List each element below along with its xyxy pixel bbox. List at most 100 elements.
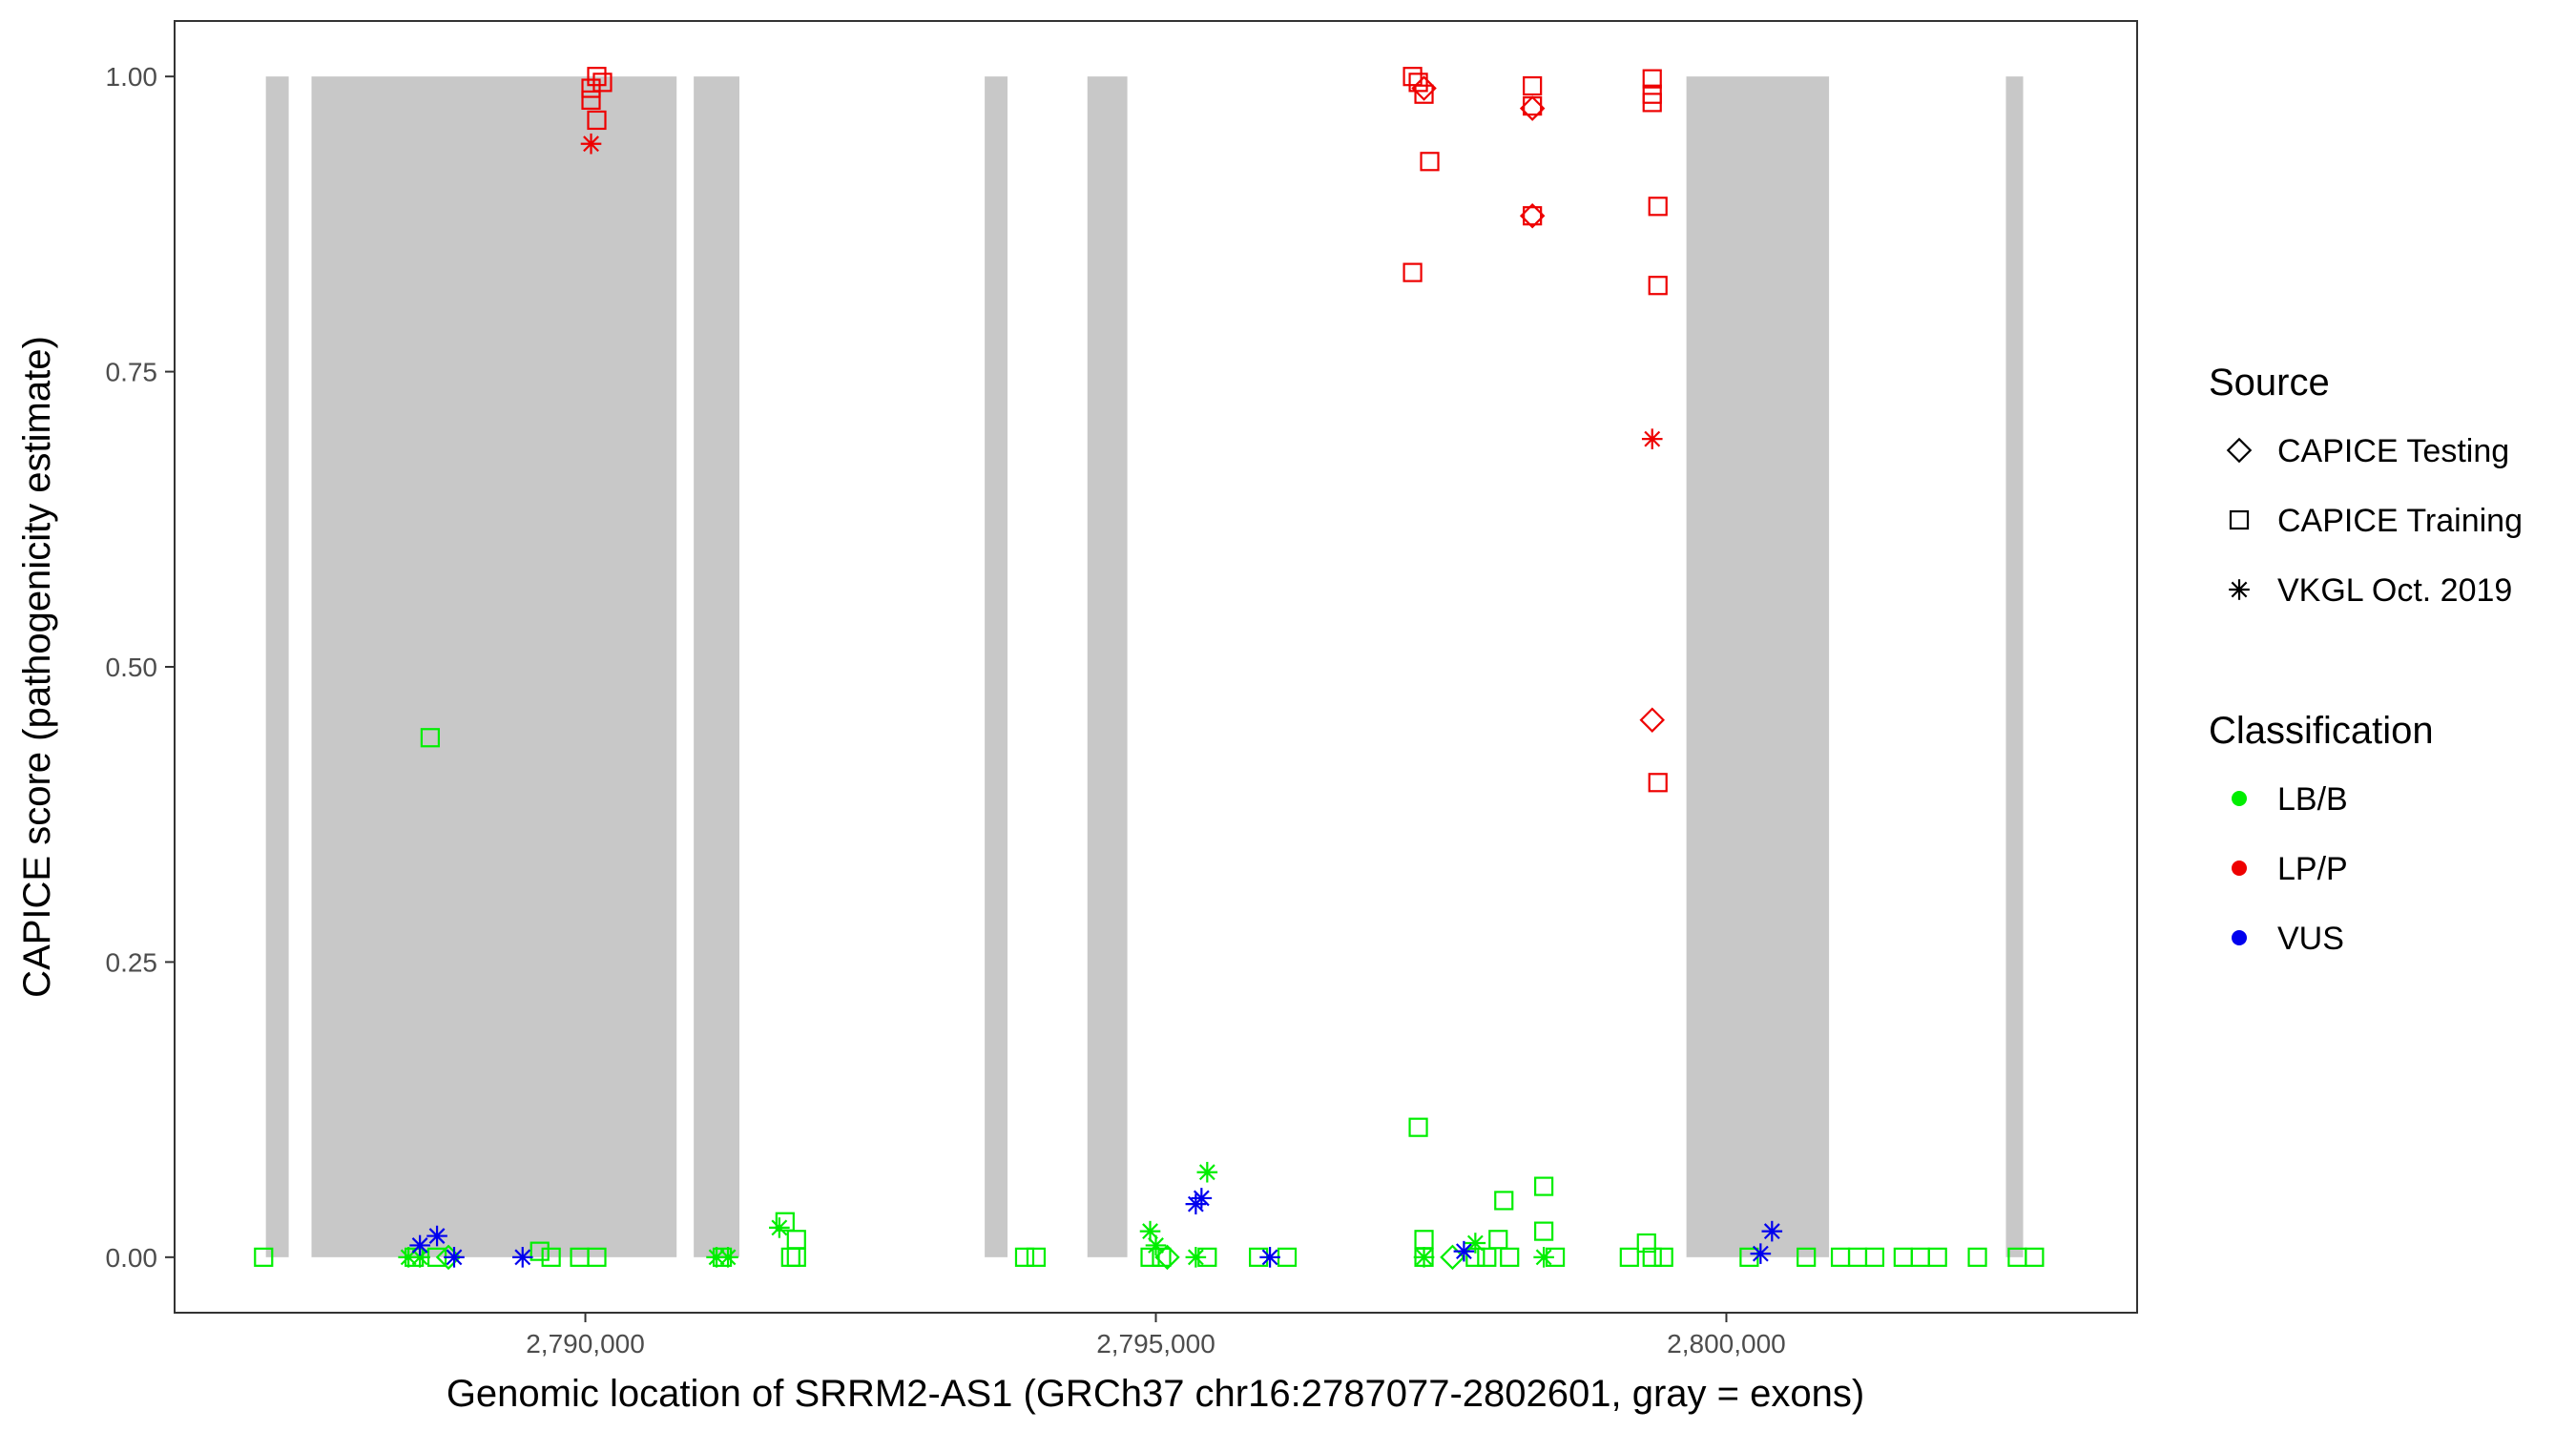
- data-point-asterisk: [1465, 1233, 1486, 1254]
- point-layer: [254, 67, 2045, 1271]
- legend-label: CAPICE Testing: [2277, 433, 2509, 469]
- data-point-diamond: [1154, 1244, 1180, 1271]
- data-point-asterisk: [1185, 1247, 1207, 1268]
- data-point-square: [1653, 1247, 1673, 1267]
- data-point-square: [1488, 1230, 1508, 1250]
- data-point-asterisk: [769, 1217, 790, 1238]
- legend-label: VKGL Oct. 2019: [2277, 572, 2512, 609]
- data-point-square: [1534, 1221, 1554, 1241]
- data-point-square: [2025, 1247, 2045, 1267]
- data-point-square: [1494, 1191, 1514, 1211]
- data-point-diamond: [1440, 1244, 1465, 1271]
- data-point-square: [1152, 1247, 1172, 1267]
- data-point-asterisk: [409, 1234, 430, 1256]
- data-point-diamond: [1519, 95, 1546, 121]
- exon-band: [694, 76, 739, 1257]
- exon-band: [311, 76, 677, 1257]
- data-point-square: [1534, 1176, 1554, 1196]
- x-axis: 2,790,000 2,795,000 2,800,000: [526, 1313, 1786, 1358]
- data-point-square: [1420, 152, 1440, 172]
- data-point-square: [1408, 73, 1428, 93]
- y-tick-label: 1.00: [106, 62, 158, 92]
- data-point-asterisk: [444, 1247, 465, 1268]
- data-point-square: [587, 1247, 607, 1267]
- data-point-square: [541, 1247, 561, 1267]
- data-point-asterisk: [1145, 1234, 1167, 1256]
- data-point-square: [420, 728, 440, 748]
- data-point-square: [530, 1241, 550, 1261]
- exon-band: [265, 76, 289, 1257]
- data-point-square: [587, 110, 607, 131]
- data-point-square: [1523, 206, 1543, 226]
- y-tick-label: 0.25: [106, 947, 158, 977]
- data-point-square: [1642, 69, 1662, 89]
- data-point-square: [786, 1247, 806, 1267]
- data-point-square: [1648, 773, 1668, 793]
- x-tick-label: 2,800,000: [1667, 1329, 1786, 1358]
- data-point-square: [1648, 197, 1668, 217]
- data-point-asterisk: [1641, 428, 1663, 449]
- y-tick-label: 0.50: [106, 653, 158, 682]
- data-point-square: [1927, 1247, 1947, 1267]
- data-point-square: [581, 78, 601, 98]
- y-axis-title: CAPICE score (pathogenicity estimate): [16, 336, 58, 998]
- data-point-square: [1967, 1247, 1987, 1267]
- data-point-asterisk: [1413, 1247, 1435, 1268]
- x-tick-label: 2,795,000: [1096, 1329, 1215, 1358]
- data-point-square: [1619, 1247, 1639, 1267]
- data-point-square: [1477, 1247, 1497, 1267]
- data-point-square: [1648, 276, 1668, 296]
- legend-title: Classification: [2209, 710, 2434, 752]
- y-tick-label: 0.00: [106, 1243, 158, 1273]
- data-point-asterisk: [580, 133, 602, 155]
- exon-layer: [265, 76, 2024, 1257]
- data-point-asterisk: [1196, 1161, 1218, 1183]
- data-point-asterisk: [511, 1247, 533, 1268]
- data-point-asterisk: [1761, 1220, 1783, 1242]
- legend-key-dot: [2232, 930, 2247, 945]
- legend-label: LP/P: [2277, 851, 2348, 887]
- legend-key-asterisk: [2229, 579, 2250, 600]
- legend-title: Source: [2209, 362, 2330, 404]
- legend-group: Classification LB/B LP/P VUS: [2209, 710, 2434, 957]
- data-point-square: [1523, 75, 1543, 96]
- data-point-square: [1642, 1247, 1662, 1267]
- legend-label: VUS: [2277, 921, 2344, 957]
- exon-band: [2005, 76, 2024, 1257]
- data-point-diamond: [435, 1244, 462, 1271]
- data-point-square: [1026, 1247, 1047, 1267]
- legend-label: LB/B: [2277, 781, 2348, 818]
- data-point-square: [1864, 1247, 1885, 1267]
- data-point-square: [1636, 1233, 1656, 1254]
- x-tick-label: 2,790,000: [526, 1329, 645, 1358]
- data-point-square: [1414, 84, 1434, 104]
- exon-band: [985, 76, 1008, 1257]
- data-point-square: [1402, 262, 1423, 282]
- data-point-square: [1140, 1247, 1160, 1267]
- exon-band: [1686, 76, 1830, 1257]
- legend-label: CAPICE Training: [2277, 503, 2523, 539]
- legend-key-diamond: [2226, 437, 2253, 464]
- data-point-square: [587, 67, 607, 87]
- data-point-square: [775, 1212, 795, 1232]
- data-point-square: [1014, 1247, 1035, 1267]
- data-point-square: [1402, 67, 1423, 87]
- legend-key-dot: [2232, 791, 2247, 806]
- legend-group: Source CAPICE Testing CAPICE Training VKGL …: [2209, 362, 2523, 609]
- data-point-square: [1642, 93, 1662, 113]
- data-point-diamond: [1411, 75, 1437, 101]
- data-point-asterisk: [1185, 1193, 1207, 1214]
- data-point-asterisk: [1750, 1243, 1772, 1264]
- data-point-asterisk: [1259, 1247, 1280, 1268]
- data-point-diamond: [1519, 202, 1546, 229]
- exon-band: [1087, 76, 1128, 1257]
- legend-key-square: [2229, 509, 2250, 530]
- y-tick-label: 0.75: [106, 358, 158, 387]
- data-point-square: [592, 73, 613, 93]
- data-point-square: [1797, 1247, 1817, 1267]
- data-point-asterisk: [717, 1247, 738, 1268]
- y-axis: 0.00 0.25 0.50 0.75 1.00: [106, 62, 175, 1273]
- data-point-square: [581, 90, 601, 111]
- data-point-asterisk: [426, 1225, 447, 1247]
